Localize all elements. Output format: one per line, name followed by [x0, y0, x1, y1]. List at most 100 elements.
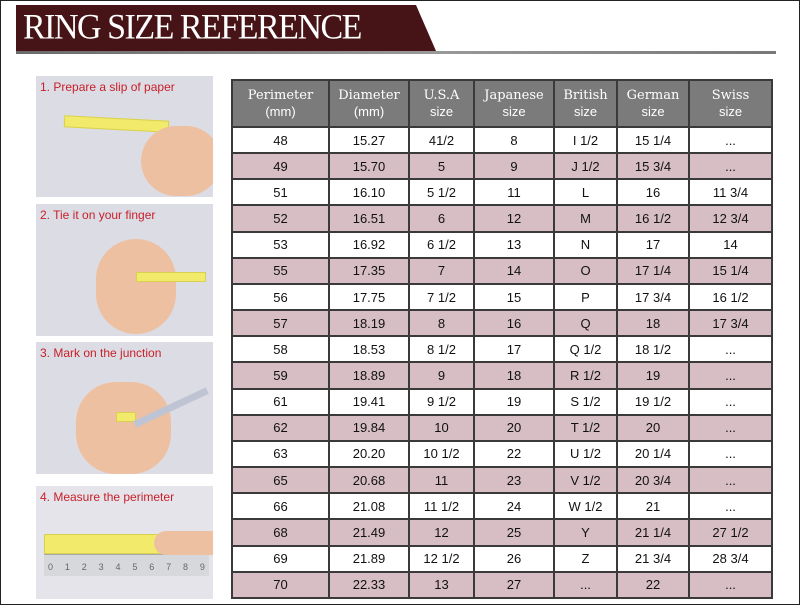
finger-image [154, 531, 213, 555]
page-title: RING SIZE REFERENCE [23, 8, 362, 47]
cell-diameter: 16.51 [328, 204, 410, 233]
cell-british: N [553, 230, 618, 259]
cell-usa: 41/2 [408, 125, 475, 155]
cell-perimeter: 68 [231, 518, 330, 547]
paper-strip [136, 272, 206, 282]
cell-usa: 11 [408, 466, 475, 495]
cell-usa: 6 1/2 [408, 230, 475, 259]
cell-perimeter: 59 [231, 361, 330, 390]
cell-usa: 8 [408, 309, 475, 338]
cell-diameter: 18.53 [328, 335, 410, 364]
cell-swiss: ... [688, 361, 773, 390]
hand-image [96, 239, 176, 334]
cell-usa: 7 1/2 [408, 282, 475, 312]
table-row: 68 21.49 12 25 Y 21 1/4 27 1/2 [231, 518, 773, 547]
cell-british: M [553, 204, 618, 233]
cell-swiss: ... [688, 570, 773, 600]
cell-usa: 10 [408, 413, 475, 442]
cell-german: 15 3/4 [616, 152, 690, 181]
cell-swiss: 11 3/4 [688, 178, 773, 207]
cell-perimeter: 62 [231, 413, 330, 442]
cell-japanese: 19 [473, 387, 555, 416]
cell-japanese: 20 [473, 413, 555, 442]
cell-diameter: 22.33 [328, 570, 410, 600]
cell-diameter: 16.10 [328, 178, 410, 207]
cell-japanese: 9 [473, 152, 555, 181]
column-header-swiss: Swiss size [688, 79, 773, 128]
step-label: 4. Measure the perimeter [40, 490, 175, 504]
cell-usa: 7 [408, 256, 475, 285]
cell-british: ... [553, 570, 618, 600]
paper-strip [116, 412, 136, 422]
cell-japanese: 25 [473, 518, 555, 547]
header-title: German [626, 87, 680, 103]
cell-british: U 1/2 [553, 439, 618, 469]
cell-japanese: 13 [473, 230, 555, 259]
cell-japanese: 16 [473, 309, 555, 338]
cell-perimeter: 63 [231, 439, 330, 469]
table-row: 66 21.08 11 1/2 24 W 1/2 21... [231, 492, 773, 521]
table-row: 70 22.33 13 27... 22... [231, 570, 773, 600]
cell-japanese: 18 [473, 361, 555, 390]
cell-usa: 5 1/2 [408, 178, 475, 207]
cell-german: 22 [616, 570, 690, 600]
ruler-mark: 0 [48, 562, 54, 572]
cell-diameter: 21.08 [328, 492, 410, 521]
cell-british: L [553, 178, 618, 207]
cell-perimeter: 69 [231, 544, 330, 573]
cell-diameter: 20.68 [328, 466, 410, 495]
cell-german: 21 [616, 492, 690, 521]
cell-usa: 11 1/2 [408, 492, 475, 521]
header-unit: size [641, 103, 665, 119]
cell-british: Q 1/2 [553, 335, 618, 364]
column-header-perimeter: Perimeter (mm) [231, 79, 330, 128]
header-divider [16, 51, 776, 54]
cell-british: I 1/2 [553, 125, 618, 155]
ruler-mark: 9 [199, 562, 205, 572]
cell-usa: 6 [408, 204, 475, 233]
cell-german: 17 3/4 [616, 282, 690, 312]
cell-diameter: 18.89 [328, 361, 410, 390]
cell-swiss: ... [688, 492, 773, 521]
cell-diameter: 17.75 [328, 282, 410, 312]
column-header-japanese: Japanese size [473, 79, 555, 128]
table-row: 61 19.41 9 1/2 19 S 1/2 19 1/2... [231, 387, 773, 416]
step-panel-3: 3. Mark on the junction [36, 342, 213, 474]
cell-japanese: 12 [473, 204, 555, 233]
header-unit: (mm) [353, 103, 385, 119]
cell-german: 18 [616, 309, 690, 338]
cell-german: 15 1/4 [616, 125, 690, 155]
cell-japanese: 8 [473, 125, 555, 155]
table-row: 62 19.84 10 20 T 1/2 20... [231, 413, 773, 442]
ruler-mark: 2 [81, 562, 87, 572]
cell-usa: 12 1/2 [408, 544, 475, 573]
cell-japanese: 14 [473, 256, 555, 285]
table-row: 52 16.51 6 12 M 16 1/2 12 3/4 [231, 204, 773, 233]
cell-british: J 1/2 [553, 152, 618, 181]
cell-diameter: 21.49 [328, 518, 410, 547]
cell-german: 21 3/4 [616, 544, 690, 573]
ruler-mark: 4 [115, 562, 121, 572]
cell-diameter: 19.84 [328, 413, 410, 442]
cell-swiss: ... [688, 335, 773, 364]
ruler-mark: 7 [166, 562, 172, 572]
ring-size-table: Perimeter (mm) Diameter (mm) U.S.A size Japane… [231, 79, 773, 600]
hand-image [141, 126, 213, 196]
cell-british: V 1/2 [553, 466, 618, 495]
cell-perimeter: 51 [231, 178, 330, 207]
table-row: 59 18.89 9 18 R 1/2 19... [231, 361, 773, 390]
cell-usa: 9 1/2 [408, 387, 475, 416]
ruler-mark: 1 [64, 562, 70, 572]
cell-perimeter: 58 [231, 335, 330, 364]
cell-british: Q [553, 309, 618, 338]
cell-perimeter: 66 [231, 492, 330, 521]
ruler-mark: 8 [183, 562, 189, 572]
cell-perimeter: 57 [231, 309, 330, 338]
header-unit: size [718, 103, 743, 119]
cell-swiss: ... [688, 152, 773, 181]
cell-diameter: 15.27 [328, 125, 410, 155]
cell-german: 20 3/4 [616, 466, 690, 495]
table-row: 49 15.70 5 9 J 1/2 15 3/4... [231, 152, 773, 181]
table-row: 65 20.68 11 23 V 1/2 20 3/4... [231, 466, 773, 495]
